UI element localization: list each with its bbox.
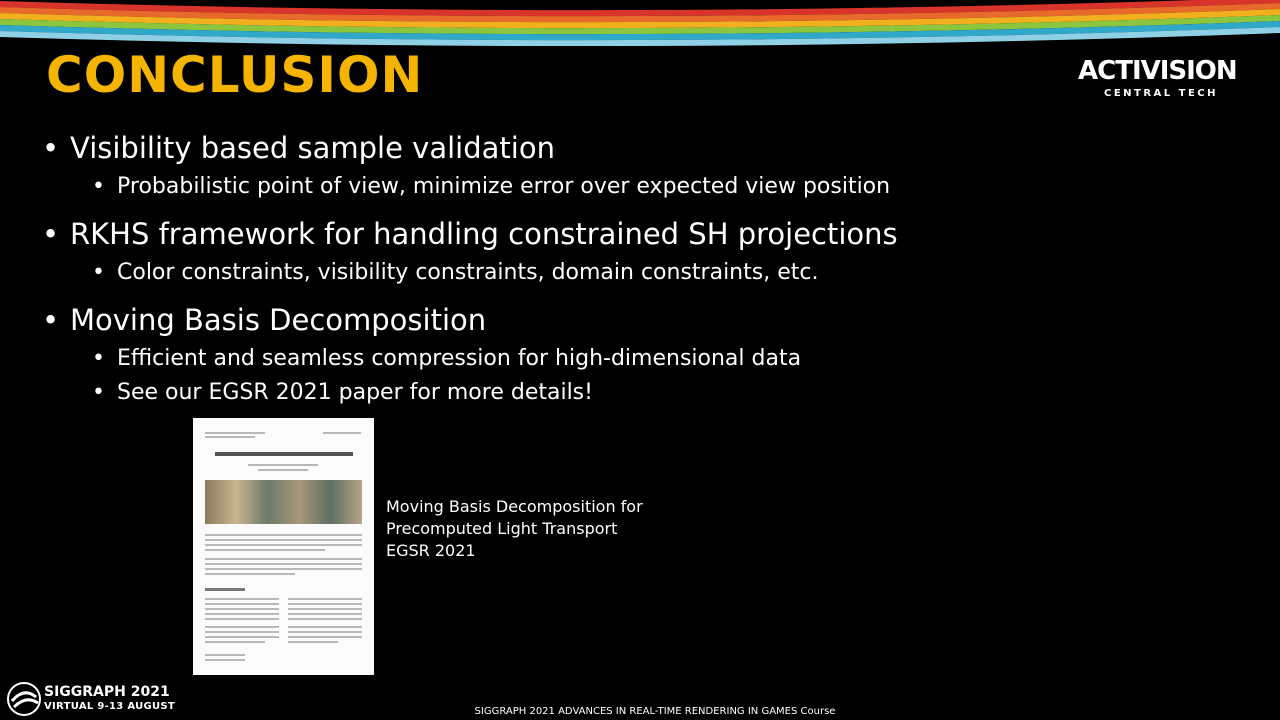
sub-bullet-text: See our EGSR 2021 paper for more details…	[117, 380, 593, 405]
logo-main-text: ACTIVISION	[1078, 56, 1238, 86]
sub-bullet-text: Color constraints, visibility constraint…	[117, 260, 819, 285]
caption-line: Moving Basis Decomposition for	[386, 497, 643, 516]
course-footer: SIGGRAPH 2021 ADVANCES IN REAL-TIME REND…	[474, 706, 836, 717]
paper-teaser-image	[205, 480, 362, 524]
slide-title: CONCLUSION	[46, 46, 424, 104]
bullet-dot-icon: •	[92, 260, 105, 285]
bullet-item: • Moving Basis Decomposition	[42, 300, 1142, 340]
logo-sub-text: CENTRAL TECH	[1103, 88, 1218, 99]
bullet-list: • Visibility based sample validation • P…	[42, 128, 1142, 410]
bullet-item: • Visibility based sample validation	[42, 128, 1142, 168]
bullet-text: Visibility based sample validation	[70, 131, 555, 165]
siggraph-event-dates: VIRTUAL 9-13 AUGUST	[44, 701, 176, 712]
rainbow-stripes	[0, 0, 1280, 46]
sub-bullet-text: Efficient and seamless compression for h…	[117, 346, 802, 371]
paper-thumbnail	[193, 418, 374, 675]
bullet-dot-icon: •	[92, 346, 105, 371]
sub-bullet-text: Probabilistic point of view, minimize er…	[117, 174, 891, 199]
caption-line: EGSR 2021	[386, 541, 476, 560]
bullet-item: • RKHS framework for handling constraine…	[42, 214, 1142, 254]
siggraph-event-name: SIGGRAPH 2021	[44, 684, 170, 700]
bullet-dot-icon: •	[42, 303, 60, 337]
siggraph-logo-icon	[6, 681, 42, 717]
sub-bullet-item: • Probabilistic point of view, minimize …	[42, 170, 1142, 204]
bullet-dot-icon: •	[42, 131, 60, 165]
caption-line: Precomputed Light Transport	[386, 519, 618, 538]
bullet-text: Moving Basis Decomposition	[70, 303, 487, 337]
bullet-dot-icon: •	[92, 174, 105, 199]
sub-bullet-item: • Efficient and seamless compression for…	[42, 342, 1142, 376]
bullet-dot-icon: •	[42, 217, 60, 251]
bullet-dot-icon: •	[92, 380, 105, 405]
sub-bullet-item: • Color constraints, visibility constrai…	[42, 256, 1142, 290]
bullet-text: RKHS framework for handling constrained …	[70, 217, 898, 251]
sub-bullet-item: • See our EGSR 2021 paper for more detai…	[42, 376, 1142, 410]
activision-logo: ACTIVISION CENTRAL TECH	[1078, 56, 1238, 102]
paper-caption: Moving Basis Decomposition for Precomput…	[386, 496, 706, 562]
